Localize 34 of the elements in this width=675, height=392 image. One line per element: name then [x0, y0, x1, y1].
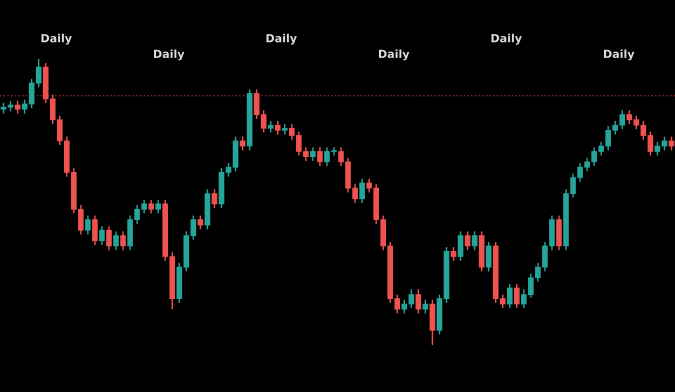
candlestick	[282, 123, 288, 136]
candlestick	[450, 246, 456, 262]
annotation: Daily	[154, 49, 184, 60]
candlestick	[359, 178, 365, 204]
text: Daily	[491, 34, 522, 45]
candlestick	[668, 136, 674, 152]
annotation: Daily	[604, 49, 634, 60]
candlestick	[268, 120, 274, 134]
candlestick	[85, 214, 91, 236]
candlestick	[106, 226, 112, 251]
annotation: Daily	[378, 49, 410, 60]
candlestick	[198, 214, 204, 230]
candlestick	[422, 299, 428, 314]
candlestick	[310, 146, 316, 162]
candlestick	[317, 146, 323, 167]
candlestick	[458, 230, 464, 262]
candlestick	[155, 199, 162, 214]
candlestick	[14, 100, 20, 114]
candlestick	[99, 226, 105, 246]
candlestick	[416, 288, 422, 314]
candlestick	[464, 230, 470, 251]
candlestick	[113, 230, 119, 251]
candlestick	[92, 214, 98, 246]
candlestick	[514, 283, 520, 309]
candlestick	[240, 136, 246, 152]
candlestick	[486, 241, 492, 272]
candlestick	[120, 230, 126, 251]
text: Daily	[41, 34, 72, 45]
candlestick	[212, 188, 218, 209]
candlestick	[506, 283, 513, 309]
candlestick	[472, 230, 478, 251]
candlestick	[148, 199, 154, 214]
text: Daily	[266, 34, 297, 45]
candlestick	[274, 120, 281, 136]
